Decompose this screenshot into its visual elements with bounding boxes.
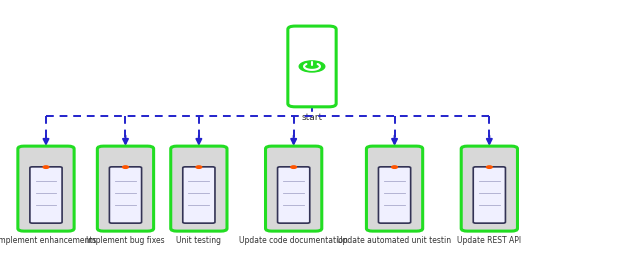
FancyBboxPatch shape [97,146,154,231]
FancyBboxPatch shape [288,26,336,107]
Text: Implement enhancements: Implement enhancements [0,236,96,246]
Circle shape [291,166,296,168]
Circle shape [392,166,397,168]
Circle shape [43,166,49,168]
Text: Update REST API: Update REST API [457,236,522,246]
FancyBboxPatch shape [461,146,517,231]
Circle shape [196,166,202,168]
Text: Update automated unit testin: Update automated unit testin [338,236,452,246]
Text: start: start [301,113,323,122]
FancyBboxPatch shape [171,146,227,231]
FancyBboxPatch shape [473,167,505,223]
FancyBboxPatch shape [18,146,74,231]
Circle shape [123,166,129,168]
Circle shape [300,61,324,72]
FancyBboxPatch shape [183,167,215,223]
FancyBboxPatch shape [278,167,310,223]
FancyBboxPatch shape [30,167,62,223]
Circle shape [487,166,492,168]
Text: Implement bug fixes: Implement bug fixes [86,236,165,246]
Text: Update code documentation: Update code documentation [239,236,348,246]
FancyBboxPatch shape [109,167,142,223]
FancyBboxPatch shape [379,167,411,223]
FancyBboxPatch shape [266,146,322,231]
FancyBboxPatch shape [366,146,422,231]
Text: Unit testing: Unit testing [177,236,222,246]
